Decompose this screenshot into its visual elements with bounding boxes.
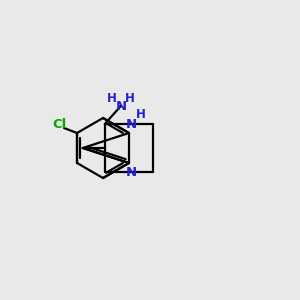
- Text: N: N: [125, 118, 136, 130]
- Text: H: H: [107, 92, 117, 104]
- Text: Cl: Cl: [52, 118, 66, 131]
- Text: H: H: [125, 92, 135, 104]
- Text: H: H: [136, 109, 146, 122]
- Text: N: N: [125, 166, 136, 178]
- Text: N: N: [115, 100, 126, 112]
